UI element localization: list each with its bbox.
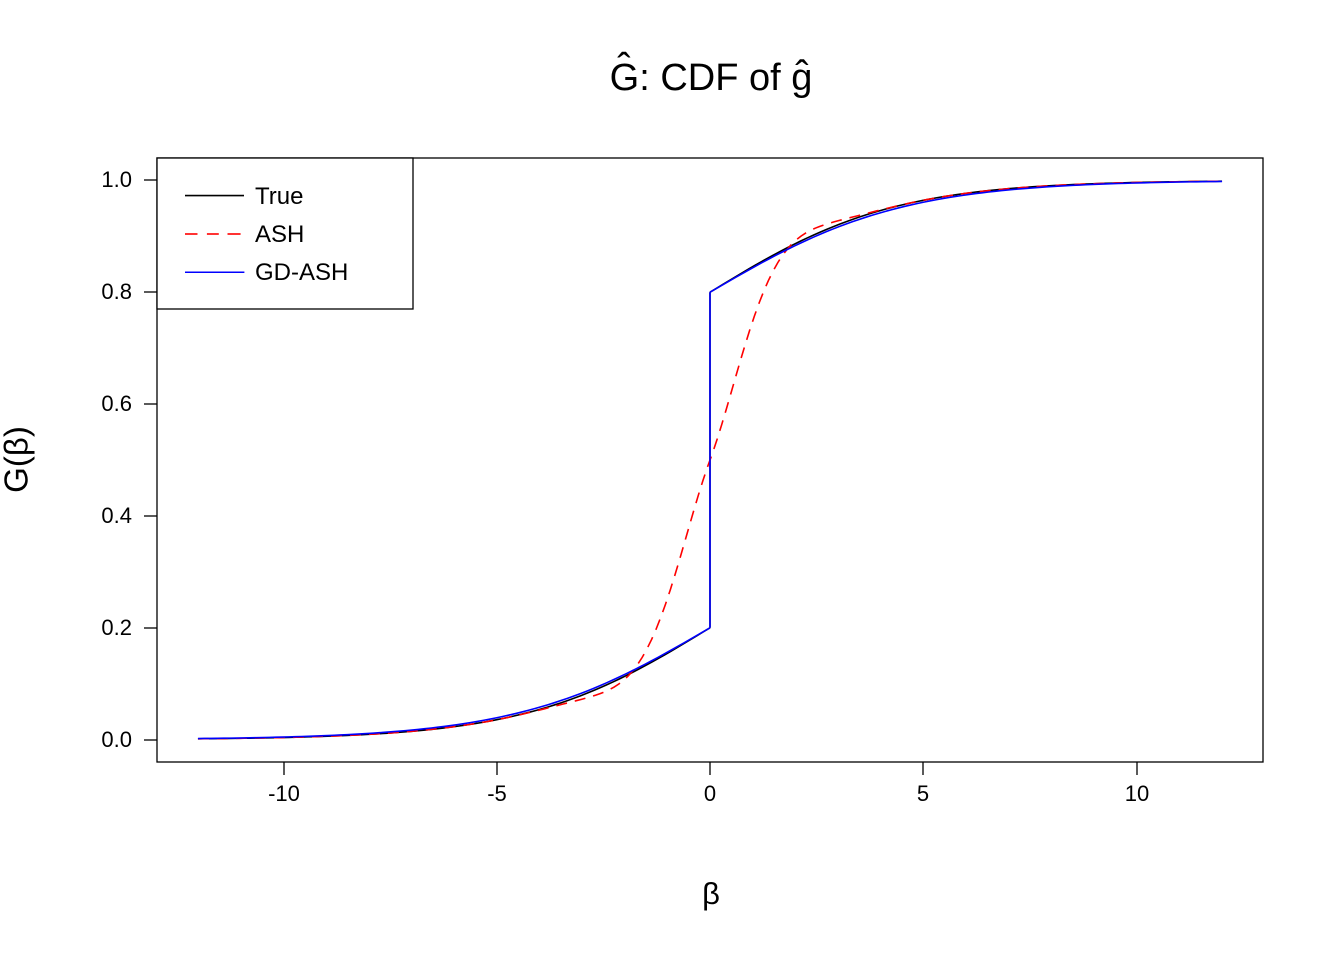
svg-text:G: CDF of g: G: CDF of g xyxy=(610,57,813,99)
svg-text:1.0: 1.0 xyxy=(101,167,132,192)
svg-text:0.8: 0.8 xyxy=(101,279,132,304)
svg-text:GD-ASH: GD-ASH xyxy=(255,259,348,286)
svg-text:0.0: 0.0 xyxy=(101,727,132,752)
svg-text:5: 5 xyxy=(917,781,929,806)
svg-text:ASH: ASH xyxy=(255,221,304,248)
svg-text:ˆ: ˆ xyxy=(795,54,808,98)
svg-text:0: 0 xyxy=(704,781,716,806)
svg-text:β: β xyxy=(702,876,720,911)
svg-text:0.2: 0.2 xyxy=(101,615,132,640)
svg-text:-5: -5 xyxy=(487,781,507,806)
svg-text:G(β): G(β) xyxy=(0,426,35,493)
svg-text:0.6: 0.6 xyxy=(101,391,132,416)
svg-text:-10: -10 xyxy=(268,781,300,806)
svg-text:10: 10 xyxy=(1125,781,1149,806)
svg-text:ˆ: ˆ xyxy=(617,46,630,90)
svg-text:0.4: 0.4 xyxy=(101,503,132,528)
svg-text:True: True xyxy=(255,183,303,210)
